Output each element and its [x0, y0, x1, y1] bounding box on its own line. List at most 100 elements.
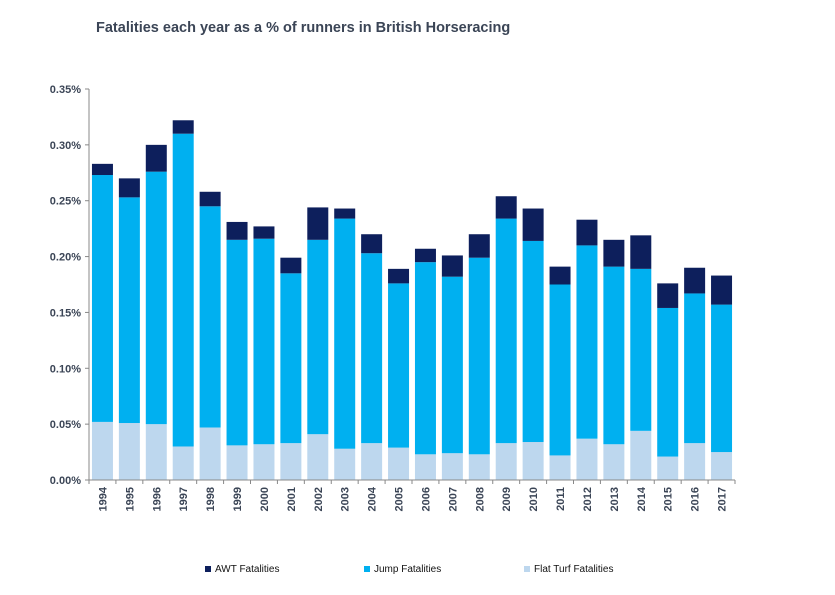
x-tick-label: 2001: [286, 487, 298, 511]
bar-1994-awt-fatalities: [91, 163, 113, 176]
bar-2016-flat-turf-fatalities: [684, 443, 706, 480]
y-tick-label: 0.35%: [50, 84, 81, 96]
bar-2007-jump-fatalities: [441, 276, 463, 454]
x-tick-label: 1999: [232, 487, 244, 511]
y-tick-label: 0.10%: [50, 363, 81, 375]
bar-1998-flat-turf-fatalities: [199, 427, 221, 480]
legend-swatch-flat-turf: [524, 566, 530, 572]
bar-2017-flat-turf-fatalities: [711, 452, 733, 480]
bar-2004-awt-fatalities: [361, 234, 383, 254]
bar-2002-jump-fatalities: [307, 239, 329, 435]
bar-2016-jump-fatalities: [684, 293, 706, 444]
bar-2008-flat-turf-fatalities: [468, 454, 490, 480]
bar-1995-jump-fatalities: [118, 197, 140, 424]
x-tick-label: 2017: [717, 487, 729, 511]
legend-item-flat-turf: Flat Turf Fatalities: [524, 562, 613, 576]
bars: [91, 120, 733, 480]
bar-2013-awt-fatalities: [603, 239, 625, 267]
y-tick-label: 0.15%: [50, 307, 81, 319]
bar-1996-flat-turf-fatalities: [145, 424, 167, 480]
bar-1999-jump-fatalities: [226, 239, 248, 446]
bar-1998-jump-fatalities: [199, 206, 221, 428]
x-tick-label: 2010: [528, 487, 540, 511]
bar-2016-awt-fatalities: [684, 267, 706, 294]
x-tick-label: 2012: [582, 487, 594, 511]
x-tick-label: 1995: [124, 487, 136, 511]
bar-2001-awt-fatalities: [280, 257, 302, 274]
bar-2010-awt-fatalities: [522, 208, 544, 241]
bar-1997-awt-fatalities: [172, 120, 194, 134]
x-tick-label: 2016: [690, 487, 702, 511]
x-tick-label: 1997: [178, 487, 190, 511]
legend-swatch-awt: [205, 566, 211, 572]
legend-item-jump: Jump Fatalities: [364, 562, 441, 576]
bar-1994-jump-fatalities: [91, 175, 113, 422]
bar-2015-awt-fatalities: [657, 283, 679, 308]
bar-2013-jump-fatalities: [603, 266, 625, 445]
bar-2007-flat-turf-fatalities: [441, 453, 463, 480]
legend-label-jump: Jump Fatalities: [374, 563, 442, 575]
x-tick-label: 2007: [447, 487, 459, 511]
bar-1994-flat-turf-fatalities: [91, 421, 113, 480]
y-tick-label: 0.30%: [50, 140, 81, 152]
bar-2000-awt-fatalities: [253, 226, 275, 239]
x-tick-label: 2014: [636, 486, 648, 511]
bar-2012-awt-fatalities: [576, 219, 598, 246]
x-tick-label: 2009: [501, 487, 513, 511]
bar-1999-awt-fatalities: [226, 221, 248, 240]
bar-2014-flat-turf-fatalities: [630, 430, 652, 480]
bar-1996-awt-fatalities: [145, 144, 167, 172]
legend-label-flat-turf: Flat Turf Fatalities: [534, 563, 614, 575]
bar-2008-awt-fatalities: [468, 234, 490, 258]
bar-2003-awt-fatalities: [334, 208, 356, 219]
x-tick-label: 2013: [609, 487, 621, 511]
bar-1995-flat-turf-fatalities: [118, 423, 140, 480]
bar-2006-awt-fatalities: [414, 248, 436, 263]
x-tick-label: 2008: [474, 487, 486, 511]
bar-2001-flat-turf-fatalities: [280, 443, 302, 480]
bar-2007-awt-fatalities: [441, 255, 463, 277]
bar-2010-jump-fatalities: [522, 240, 544, 443]
x-axis: 1994 1995 1996 1997 1998 1999 2000 2001 2002 2003…: [88, 479, 736, 511]
x-tick-label: 1996: [151, 487, 163, 511]
bar-2000-flat-turf-fatalities: [253, 444, 275, 480]
bar-2003-jump-fatalities: [334, 218, 356, 449]
bar-1995-awt-fatalities: [118, 178, 140, 198]
bar-2017-awt-fatalities: [711, 275, 733, 305]
x-tick-label: 1994: [97, 486, 109, 511]
y-tick-label: 0.20%: [50, 252, 81, 264]
legend-label-awt: AWT Fatalities: [215, 563, 280, 575]
legend-item-awt: AWT Fatalities: [205, 562, 279, 576]
bar-2002-awt-fatalities: [307, 207, 329, 240]
bar-2011-flat-turf-fatalities: [549, 455, 571, 480]
bar-2010-flat-turf-fatalities: [522, 442, 544, 480]
x-tick-label: 2004: [367, 486, 379, 511]
chart-title: Fatalities each year as a % of runners i…: [96, 20, 511, 36]
x-tick-label: 1998: [205, 487, 217, 511]
bar-1996-jump-fatalities: [145, 171, 167, 425]
bar-2004-flat-turf-fatalities: [361, 443, 383, 480]
bar-2014-jump-fatalities: [630, 268, 652, 431]
bar-1997-jump-fatalities: [172, 133, 194, 447]
bar-2015-flat-turf-fatalities: [657, 456, 679, 480]
bar-2009-awt-fatalities: [495, 196, 517, 219]
bar-1999-flat-turf-fatalities: [226, 445, 248, 480]
bar-2009-flat-turf-fatalities: [495, 443, 517, 480]
bar-2003-flat-turf-fatalities: [334, 448, 356, 480]
y-tick-label: 0.25%: [50, 196, 81, 208]
bar-2011-awt-fatalities: [549, 266, 571, 285]
bar-2008-jump-fatalities: [468, 257, 490, 455]
bar-2005-jump-fatalities: [388, 283, 410, 448]
legend-swatch-jump: [364, 566, 370, 572]
bar-2013-flat-turf-fatalities: [603, 444, 625, 480]
bar-2005-flat-turf-fatalities: [388, 447, 410, 480]
y-tick-label: 0.00%: [50, 475, 81, 487]
bar-2004-jump-fatalities: [361, 253, 383, 444]
bar-2001-jump-fatalities: [280, 273, 302, 444]
bar-2006-jump-fatalities: [414, 262, 436, 455]
bar-2000-jump-fatalities: [253, 238, 275, 445]
bar-2014-awt-fatalities: [630, 235, 652, 269]
bar-2017-jump-fatalities: [711, 304, 733, 453]
bar-2006-flat-turf-fatalities: [414, 454, 436, 480]
y-axis: 0.00% 0.05% 0.10% 0.15% 0.20% 0.25% 0.30% 0.35%: [50, 84, 90, 487]
